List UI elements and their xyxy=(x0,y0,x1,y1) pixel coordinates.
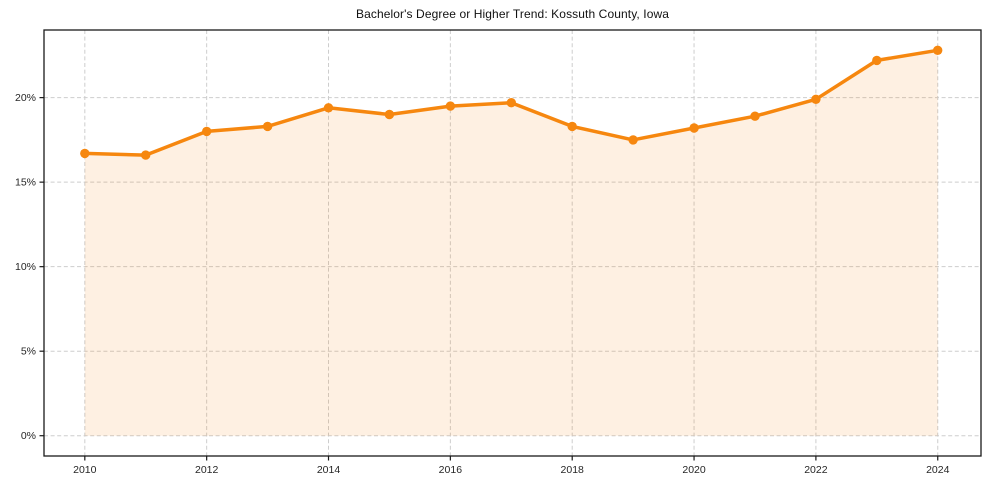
data-point-marker xyxy=(872,55,882,66)
x-tick-label: 2014 xyxy=(317,464,341,476)
chart-title: Bachelor's Degree or Higher Trend: Kossu… xyxy=(355,7,670,21)
x-tick-label: 2018 xyxy=(561,464,585,476)
x-tick-label: 2016 xyxy=(439,464,463,476)
x-tick-label: 2010 xyxy=(73,464,97,476)
data-point-marker xyxy=(811,94,821,105)
x-tick-label: 2024 xyxy=(926,464,950,476)
data-point-marker xyxy=(750,111,760,121)
x-tick-label: 2020 xyxy=(682,464,706,476)
y-tick-label: 10% xyxy=(15,261,36,273)
y-tick-label: 5% xyxy=(21,346,36,358)
x-tick-label: 2012 xyxy=(195,464,219,476)
data-point-marker xyxy=(933,45,943,55)
data-point-marker xyxy=(445,101,456,111)
plot-border xyxy=(43,29,982,457)
data-point-marker xyxy=(506,98,516,108)
data-point-marker xyxy=(384,109,395,120)
data-point-marker xyxy=(628,135,638,145)
data-point-marker xyxy=(567,121,577,132)
y-tick-label: 20% xyxy=(15,92,36,104)
data-point-marker xyxy=(323,103,334,113)
data-point-marker xyxy=(141,150,151,160)
data-point-marker xyxy=(80,148,90,159)
data-point-marker xyxy=(202,126,212,137)
data-point-marker xyxy=(262,121,273,132)
y-tick-label: 0% xyxy=(21,430,36,442)
data-point-marker xyxy=(689,123,699,133)
y-tick-label: 15% xyxy=(15,177,36,189)
x-tick-label: 2022 xyxy=(804,464,828,476)
area-fill xyxy=(84,50,938,436)
